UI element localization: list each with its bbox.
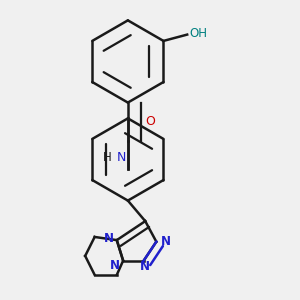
Text: N: N [117,152,126,164]
Text: N: N [104,232,114,245]
Text: N: N [161,235,171,248]
Text: OH: OH [189,26,207,40]
Text: N: N [110,259,120,272]
Text: N: N [140,260,150,274]
Text: H: H [103,152,112,164]
Text: O: O [145,115,155,128]
